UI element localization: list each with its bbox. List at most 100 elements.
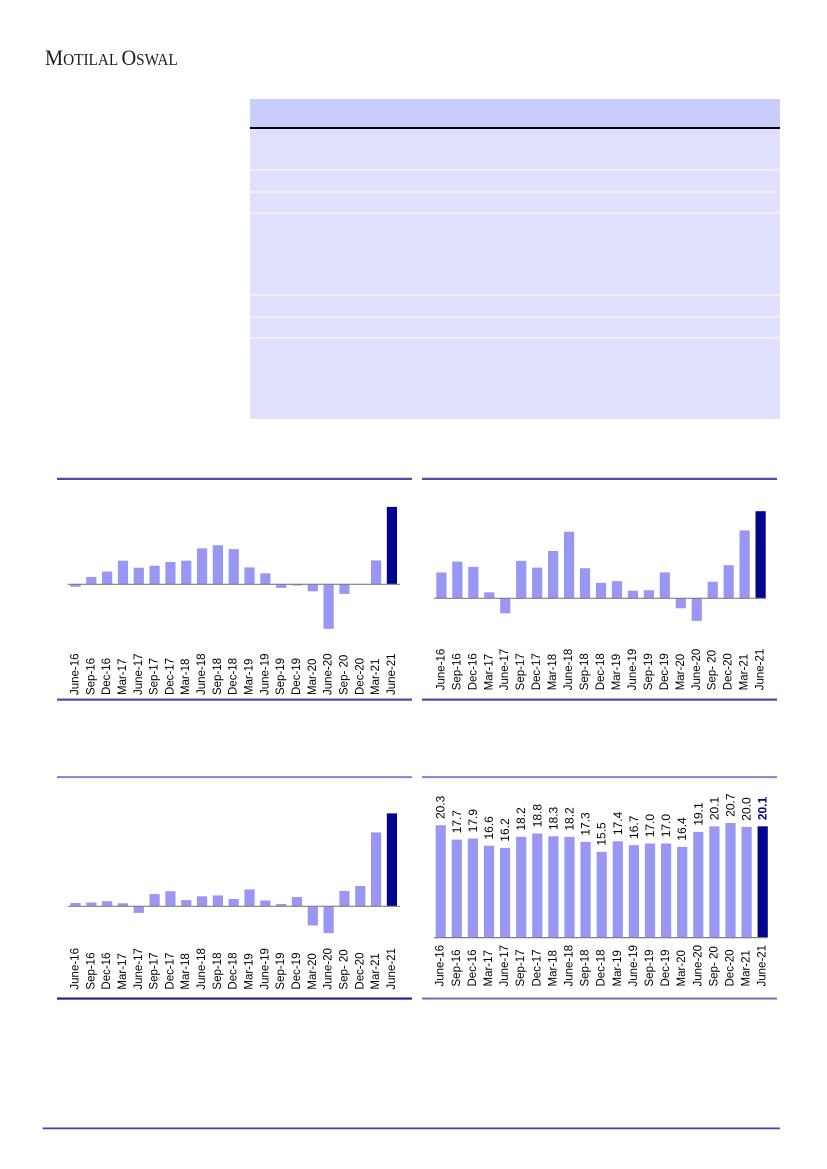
svg-text:17.4: 17.4: [611, 811, 625, 835]
svg-text:Mar-21: Mar-21: [739, 654, 751, 690]
svg-text:Mar-17: Mar-17: [117, 659, 129, 695]
svg-text:June-19: June-19: [627, 649, 639, 691]
svg-text:Mar-20: Mar-20: [307, 659, 319, 695]
svg-text:Mar-21: Mar-21: [370, 659, 382, 695]
svg-text:June-17: June-17: [133, 653, 145, 695]
svg-text:June-16: June-16: [70, 948, 82, 990]
svg-text:16.6: 16.6: [482, 816, 496, 840]
svg-text:June-21: June-21: [757, 945, 769, 987]
svg-text:Mar-17: Mar-17: [483, 950, 495, 986]
svg-text:June-21: June-21: [386, 653, 398, 695]
svg-text:Dec-20: Dec-20: [354, 953, 366, 990]
svg-text:16.4: 16.4: [675, 817, 689, 841]
svg-text:18.2: 18.2: [514, 807, 528, 831]
svg-text:20.3: 20.3: [434, 795, 448, 819]
svg-text:20.0: 20.0: [740, 797, 754, 821]
svg-text:Dec-17: Dec-17: [531, 949, 543, 986]
svg-text:June-19: June-19: [259, 653, 271, 695]
svg-text:June-21: June-21: [755, 649, 767, 691]
svg-text:June-21: June-21: [386, 948, 398, 990]
svg-text:June-18: June-18: [563, 649, 575, 691]
svg-text:Mar-19: Mar-19: [244, 659, 256, 695]
svg-text:June-20: June-20: [692, 945, 704, 987]
svg-text:Mar-18: Mar-18: [180, 953, 192, 989]
svg-text:June-18: June-18: [196, 653, 208, 695]
svg-text:Sep-18: Sep-18: [580, 949, 592, 986]
svg-text:Mar-20: Mar-20: [307, 953, 319, 989]
svg-text:Mar-20: Mar-20: [676, 950, 688, 986]
svg-text:Sep-19: Sep-19: [644, 949, 656, 986]
svg-text:Mar-19: Mar-19: [244, 953, 256, 989]
svg-text:20.7: 20.7: [724, 793, 738, 817]
svg-text:Sep- 20: Sep- 20: [708, 946, 720, 986]
svg-text:Sep-17: Sep-17: [515, 949, 527, 986]
svg-text:Dec-18: Dec-18: [596, 949, 608, 986]
svg-text:17.0: 17.0: [643, 814, 657, 838]
svg-text:June-16: June-16: [435, 945, 447, 987]
svg-text:Mar-20: Mar-20: [675, 654, 687, 690]
svg-text:Sep- 20: Sep- 20: [338, 949, 350, 989]
svg-text:Mar-18: Mar-18: [547, 950, 559, 986]
svg-text:18.2: 18.2: [563, 807, 577, 831]
svg-text:17.0: 17.0: [659, 814, 673, 838]
svg-text:Sep-19: Sep-19: [643, 653, 655, 690]
svg-text:Dec-16: Dec-16: [467, 949, 479, 986]
svg-text:Mar-19: Mar-19: [611, 654, 623, 690]
svg-text:18.3: 18.3: [546, 806, 560, 830]
svg-text:Dec-20: Dec-20: [354, 658, 366, 695]
svg-text:20.1: 20.1: [707, 796, 721, 820]
svg-text:Dec-18: Dec-18: [595, 653, 607, 690]
svg-text:Mar-21: Mar-21: [741, 950, 753, 986]
svg-text:Dec-20: Dec-20: [723, 653, 735, 690]
svg-text:Dec-20: Dec-20: [725, 949, 737, 986]
svg-text:Sep-16: Sep-16: [85, 953, 97, 990]
svg-text:Dec-17: Dec-17: [164, 953, 176, 990]
svg-text:Dec-19: Dec-19: [660, 949, 672, 986]
svg-text:Mar-19: Mar-19: [612, 950, 624, 986]
svg-text:June-17: June-17: [499, 945, 511, 987]
svg-text:16.7: 16.7: [627, 815, 641, 839]
svg-text:June-19: June-19: [259, 948, 271, 990]
svg-text:20.1: 20.1: [756, 796, 770, 820]
svg-text:Dec-16: Dec-16: [101, 658, 113, 695]
svg-text:Dec-19: Dec-19: [291, 658, 303, 695]
svg-text:June-20: June-20: [323, 653, 335, 695]
svg-text:Sep-18: Sep-18: [579, 653, 591, 690]
svg-text:June-16: June-16: [435, 649, 447, 691]
svg-text:Sep-16: Sep-16: [451, 949, 463, 986]
svg-text:Mar-18: Mar-18: [547, 654, 559, 690]
svg-text:Mar-17: Mar-17: [483, 654, 495, 690]
svg-text:June-19: June-19: [628, 945, 640, 987]
svg-text:June-20: June-20: [323, 948, 335, 990]
svg-text:Sep- 20: Sep- 20: [338, 655, 350, 695]
svg-text:15.5: 15.5: [595, 822, 609, 846]
svg-text:Sep-18: Sep-18: [212, 658, 224, 695]
svg-text:June-17: June-17: [499, 649, 511, 691]
svg-text:Dec-19: Dec-19: [659, 653, 671, 690]
svg-text:Dec-17: Dec-17: [164, 658, 176, 695]
svg-text:Sep-16: Sep-16: [85, 658, 97, 695]
svg-text:17.7: 17.7: [450, 810, 464, 834]
svg-text:June-18: June-18: [564, 945, 576, 987]
svg-text:19.1: 19.1: [691, 802, 705, 826]
svg-text:Dec-17: Dec-17: [531, 653, 543, 690]
svg-text:Dec-16: Dec-16: [101, 953, 113, 990]
svg-text:June-20: June-20: [691, 649, 703, 691]
svg-text:Dec-18: Dec-18: [228, 658, 240, 695]
svg-text:Sep- 20: Sep- 20: [707, 650, 719, 690]
svg-text:Sep-17: Sep-17: [149, 658, 161, 695]
svg-text:Mar-21: Mar-21: [370, 953, 382, 989]
svg-text:June-18: June-18: [196, 948, 208, 990]
svg-text:Sep-17: Sep-17: [149, 953, 161, 990]
svg-text:Sep-19: Sep-19: [275, 658, 287, 695]
svg-text:Sep-19: Sep-19: [275, 953, 287, 990]
svg-text:17.9: 17.9: [466, 809, 480, 833]
svg-text:Sep-17: Sep-17: [515, 653, 527, 690]
svg-text:Dec-19: Dec-19: [291, 953, 303, 990]
svg-text:Sep-18: Sep-18: [212, 953, 224, 990]
svg-text:Mar-18: Mar-18: [180, 659, 192, 695]
svg-text:18.8: 18.8: [530, 804, 544, 828]
svg-text:June-17: June-17: [133, 948, 145, 990]
svg-text:Dec-18: Dec-18: [228, 953, 240, 990]
svg-text:June-16: June-16: [70, 653, 82, 695]
